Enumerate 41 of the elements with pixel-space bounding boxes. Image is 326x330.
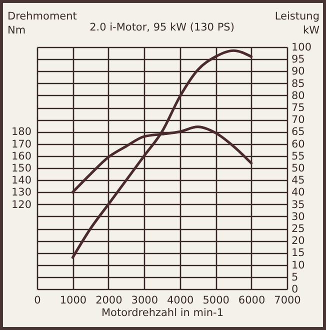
y-tick-label: 180 bbox=[11, 126, 32, 138]
y2-tick-label: 80 bbox=[292, 90, 305, 102]
y2-tick-label: 40 bbox=[292, 186, 305, 199]
line-series bbox=[71, 49, 253, 259]
y2-tick-label: 15 bbox=[292, 247, 305, 260]
y2-tick-label: 25 bbox=[292, 223, 305, 235]
y-tick-label: 150 bbox=[11, 162, 32, 174]
y2-tick-label: 85 bbox=[292, 78, 305, 90]
y-tick-label: 170 bbox=[11, 138, 32, 150]
y2-tick-label: 100 bbox=[292, 42, 312, 54]
y-tick-label: 160 bbox=[11, 150, 32, 162]
y2-tick-label: 30 bbox=[292, 210, 305, 223]
y2-axis-title: Leistung kW bbox=[274, 10, 320, 36]
y-tick-label: 140 bbox=[11, 174, 32, 187]
x-tick-label: 0 bbox=[34, 294, 41, 306]
x-axis-title: Motordrehzahl in min-1 bbox=[101, 307, 224, 319]
y2-tick-label: 50 bbox=[292, 162, 305, 174]
x-tick-label: 2000 bbox=[96, 294, 122, 306]
y2-tick-label: 0 bbox=[292, 284, 298, 296]
y-axis-title: Drehmoment Nm bbox=[8, 10, 77, 36]
x-tick-label: 5000 bbox=[202, 294, 230, 306]
chart-title: 2.0 i-Motor, 95 kW (130 PS) bbox=[90, 22, 234, 34]
y2-tick-label: 75 bbox=[292, 102, 305, 114]
y2-tick-label: 20 bbox=[292, 235, 305, 248]
x-tick-label: 1000 bbox=[60, 294, 87, 306]
y2-tick-label: 60 bbox=[292, 138, 305, 150]
y2-tick-label: 10 bbox=[292, 259, 305, 272]
y2-tick-label: 5 bbox=[292, 271, 298, 284]
y2-tick-label: 90 bbox=[292, 66, 305, 78]
x-tick-label: 6000 bbox=[238, 294, 266, 306]
y2-tick-label: 55 bbox=[292, 150, 305, 162]
y2-tick-label: 35 bbox=[292, 198, 305, 211]
y2-tick-label: 65 bbox=[292, 126, 305, 138]
y2-tick-label: 95 bbox=[292, 54, 305, 66]
y-tick-label: 130 bbox=[11, 186, 32, 199]
y2-tick-label: 70 bbox=[292, 114, 305, 126]
y-tick-label: 120 bbox=[11, 198, 32, 211]
x-tick-label: 4000 bbox=[166, 294, 194, 306]
x-tick-label: 7000 bbox=[274, 294, 301, 306]
x-tick-label: 3000 bbox=[131, 294, 158, 306]
y2-tick-label: 45 bbox=[292, 174, 305, 187]
